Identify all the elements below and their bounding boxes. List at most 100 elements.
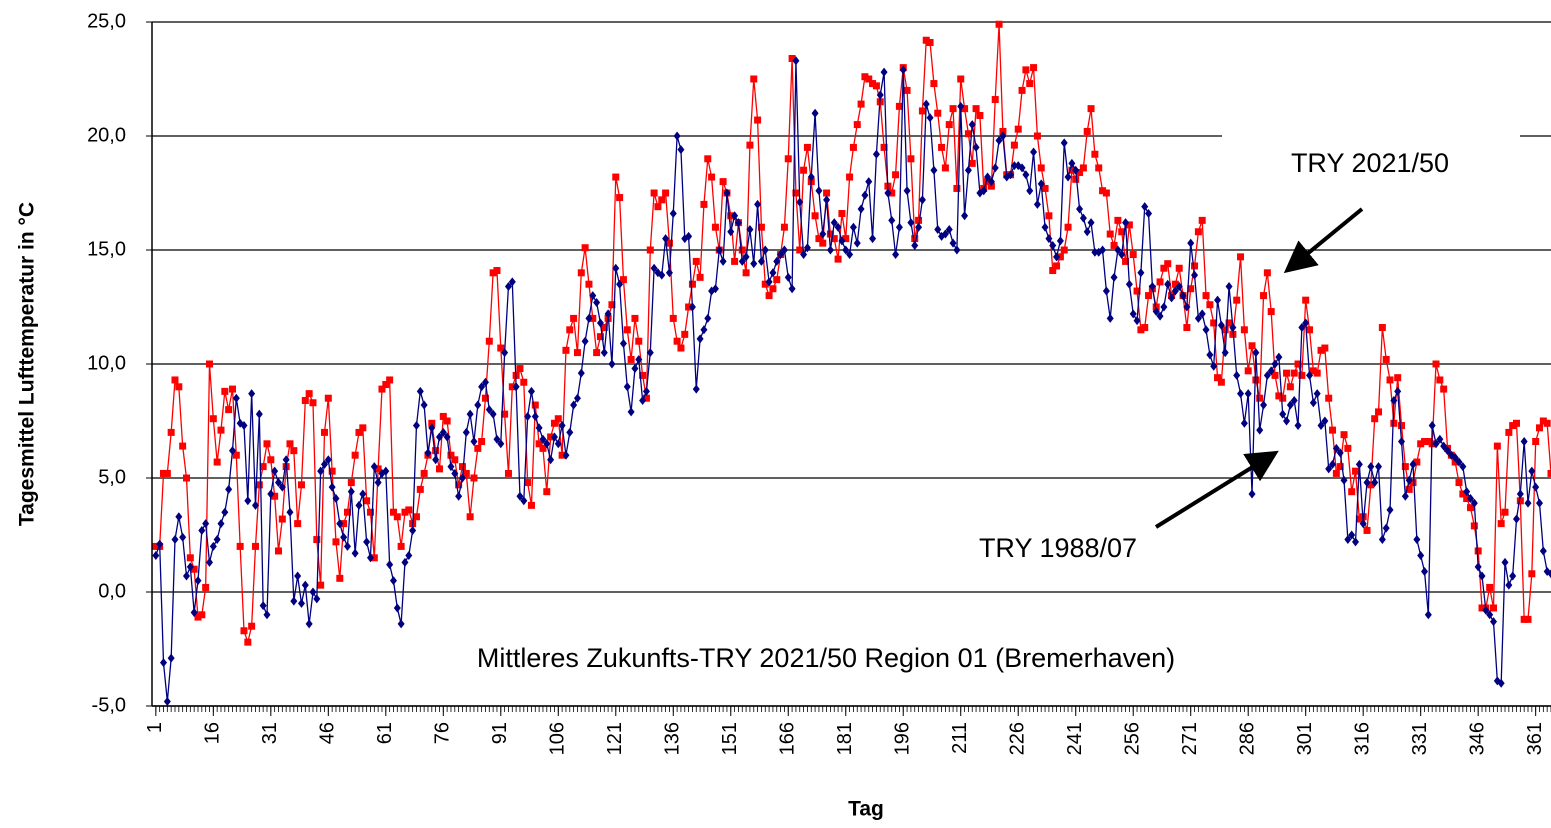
x-tick-label: 76 — [432, 722, 454, 744]
data-point — [1156, 311, 1164, 321]
data-point — [1152, 307, 1160, 317]
data-point — [1060, 138, 1068, 148]
data-point — [263, 610, 271, 620]
data-point — [1256, 425, 1264, 435]
data-point — [1137, 326, 1145, 334]
x-tick-label: 1 — [144, 722, 166, 733]
data-point — [1102, 286, 1110, 296]
data-point — [738, 246, 746, 254]
data-point — [516, 365, 524, 373]
data-point — [972, 105, 980, 113]
data-point — [696, 334, 704, 344]
x-tick-label: 286 — [1236, 722, 1258, 755]
data-point — [1459, 462, 1467, 472]
data-point — [823, 189, 831, 197]
data-point — [397, 619, 405, 629]
data-point — [623, 326, 631, 334]
data-point — [478, 382, 486, 392]
data-point — [612, 263, 620, 273]
data-point — [501, 348, 509, 358]
data-point — [1325, 464, 1333, 474]
data-point — [1509, 422, 1517, 430]
data-point — [1401, 463, 1409, 471]
data-point — [646, 246, 654, 254]
data-point — [1206, 301, 1214, 309]
data-point — [240, 421, 248, 431]
data-point — [409, 525, 417, 535]
data-point — [738, 256, 746, 266]
data-point — [1175, 264, 1183, 272]
data-point — [1355, 459, 1363, 469]
data-point — [221, 387, 229, 395]
data-point — [543, 439, 551, 449]
data-point — [715, 245, 723, 255]
data-point — [225, 406, 233, 414]
data-point — [493, 434, 501, 444]
data-point — [232, 451, 240, 459]
x-tick-label: 331 — [1409, 722, 1431, 755]
data-point — [1099, 245, 1107, 255]
y-axis-title: Tagesmittel Lufttemperatur in °C — [16, 202, 39, 526]
data-point — [1283, 369, 1291, 377]
data-point — [892, 171, 900, 179]
data-point — [1060, 246, 1068, 254]
data-point — [458, 473, 466, 483]
data-point — [1306, 370, 1314, 380]
data-point — [1026, 186, 1034, 196]
data-point — [1516, 497, 1524, 505]
data-point — [182, 571, 190, 581]
x-tick-label: 301 — [1294, 722, 1316, 755]
data-point — [964, 130, 972, 138]
data-point — [504, 281, 512, 291]
data-point — [650, 263, 658, 273]
data-point — [1056, 253, 1064, 261]
data-point — [1348, 488, 1356, 496]
data-point — [202, 519, 210, 529]
data-point — [903, 86, 911, 94]
data-point — [830, 218, 838, 228]
data-point — [1321, 344, 1329, 352]
data-point — [1413, 458, 1421, 466]
data-point — [179, 442, 187, 450]
data-point — [922, 36, 930, 44]
data-point — [412, 421, 420, 431]
data-point — [953, 184, 961, 192]
data-point — [972, 142, 980, 152]
data-point — [1118, 228, 1126, 236]
data-point — [382, 381, 390, 389]
data-point — [320, 459, 328, 469]
data-point — [1045, 212, 1053, 220]
data-point — [911, 240, 919, 250]
data-point — [953, 245, 961, 255]
data-point — [1263, 370, 1271, 380]
data-point — [305, 619, 313, 629]
data-point — [447, 462, 455, 472]
x-tick-label: 46 — [317, 722, 339, 744]
data-point — [558, 421, 566, 431]
data-point — [209, 415, 217, 423]
data-point — [1467, 494, 1475, 504]
data-point — [915, 222, 923, 232]
data-point — [616, 194, 624, 202]
data-point — [930, 165, 938, 175]
data-point — [1033, 132, 1041, 140]
y-tick-label: 25,0 — [87, 10, 126, 32]
data-point — [742, 269, 750, 277]
data-point — [1329, 426, 1337, 434]
data-point — [443, 417, 451, 425]
data-point — [274, 478, 282, 488]
data-point — [1252, 376, 1260, 384]
data-point — [754, 116, 762, 124]
data-point — [182, 474, 190, 482]
data-point — [665, 268, 673, 278]
data-point — [1459, 490, 1467, 498]
data-point — [366, 553, 374, 563]
data-point — [895, 102, 903, 110]
data-point — [869, 80, 877, 88]
data-point — [619, 338, 627, 348]
data-point — [263, 440, 271, 448]
data-point — [1091, 247, 1099, 257]
data-point — [278, 482, 286, 492]
data-point — [1183, 302, 1191, 312]
data-point — [570, 400, 578, 410]
